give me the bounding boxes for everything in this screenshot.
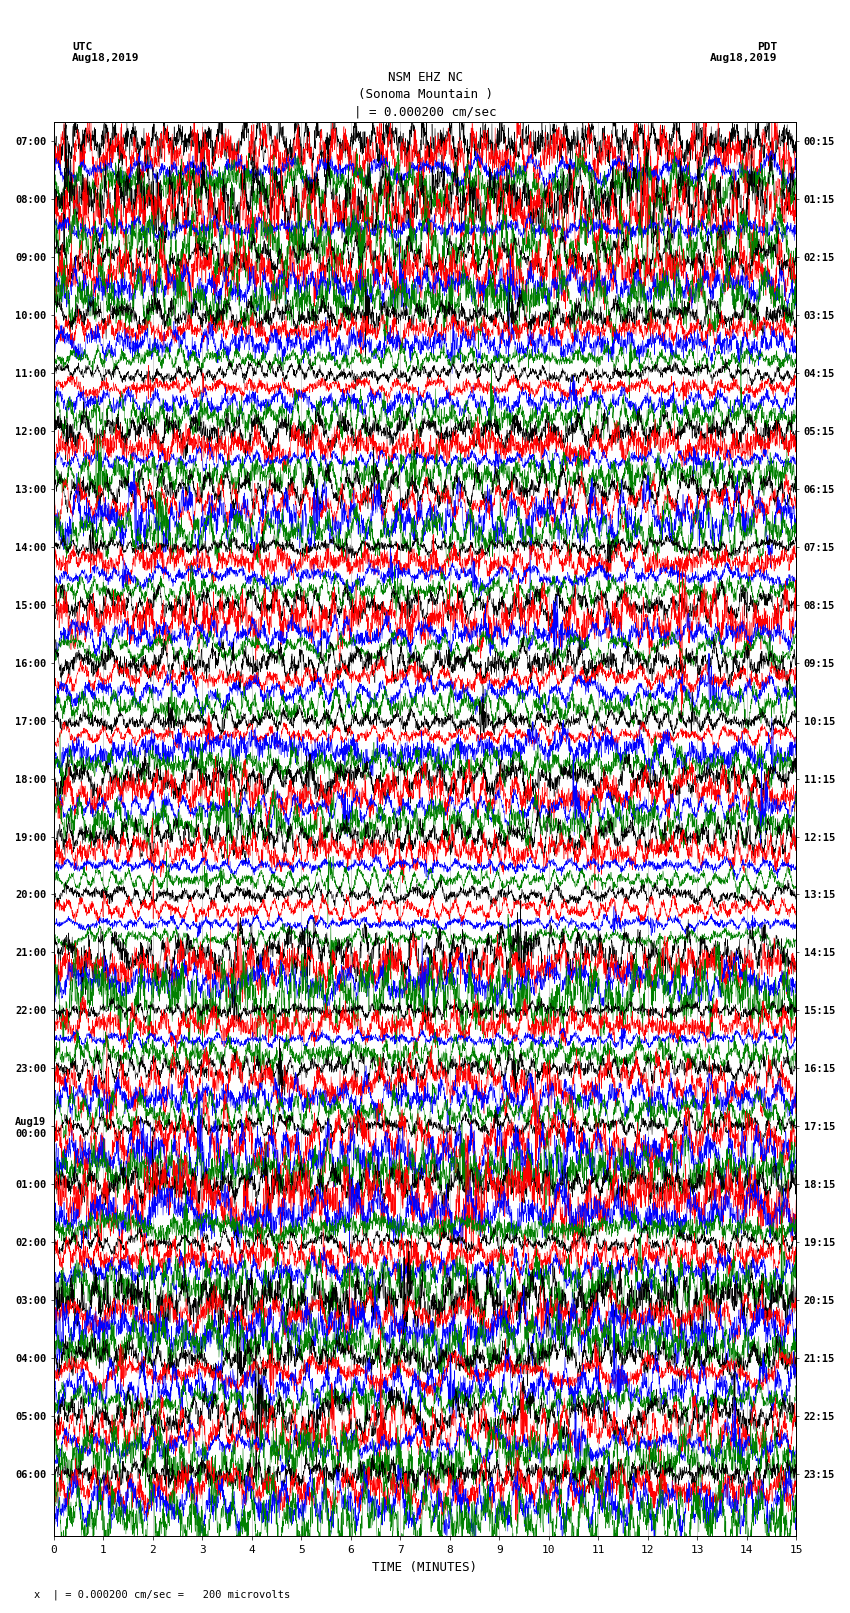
Text: Aug18,2019: Aug18,2019 xyxy=(72,53,139,63)
Title: NSM EHZ NC
(Sonoma Mountain )
| = 0.000200 cm/sec: NSM EHZ NC (Sonoma Mountain ) | = 0.0002… xyxy=(354,71,496,118)
Text: x  | = 0.000200 cm/sec =   200 microvolts: x | = 0.000200 cm/sec = 200 microvolts xyxy=(34,1589,290,1600)
Text: PDT: PDT xyxy=(757,42,778,52)
Text: UTC: UTC xyxy=(72,42,93,52)
Text: Aug18,2019: Aug18,2019 xyxy=(711,53,778,63)
X-axis label: TIME (MINUTES): TIME (MINUTES) xyxy=(372,1561,478,1574)
